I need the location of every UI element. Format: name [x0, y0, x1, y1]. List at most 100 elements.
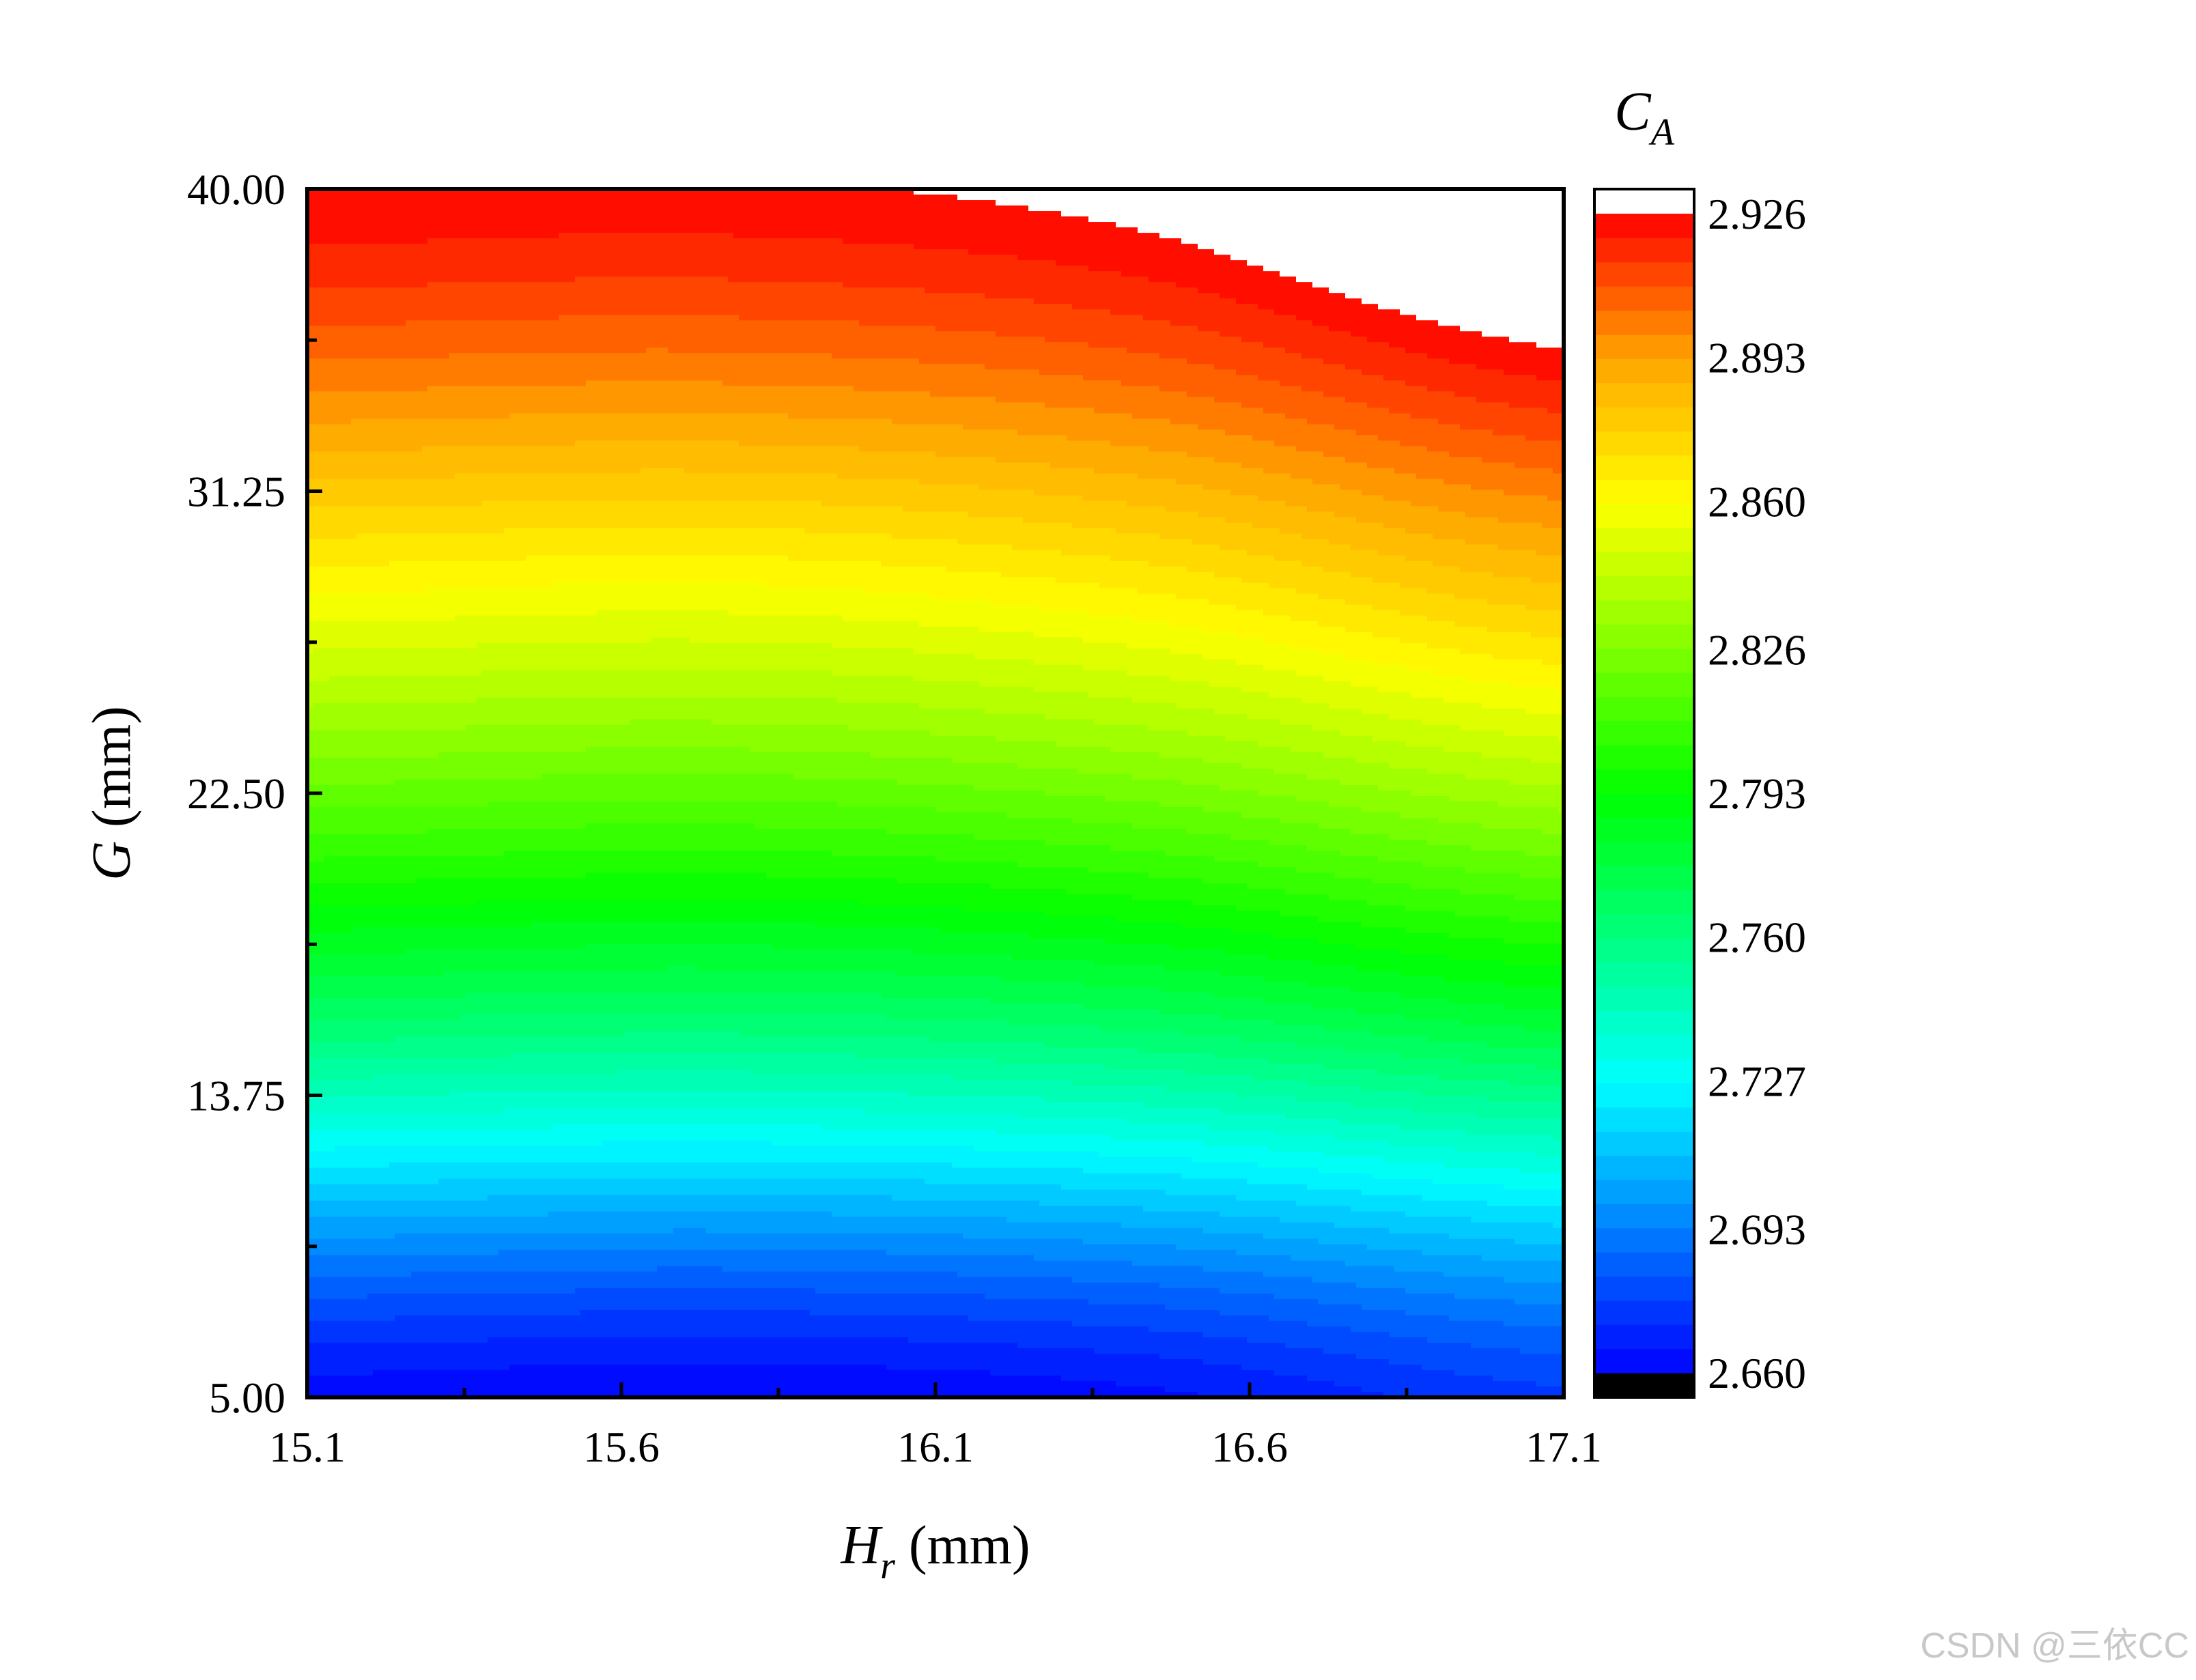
- contour-cell: [1449, 796, 1564, 802]
- contour-cell: [1553, 1222, 1564, 1229]
- contour-cell: [886, 1364, 1242, 1371]
- contour-cell: [1482, 1255, 1564, 1262]
- contour-cell: [1449, 358, 1564, 365]
- contour-cell: [930, 1036, 1242, 1043]
- contour-cell: [1203, 1140, 1390, 1147]
- contour-cell: [1525, 435, 1564, 442]
- contour-cell: [1274, 1369, 1455, 1376]
- contour-cell: [367, 1293, 985, 1300]
- contour-cell: [307, 1053, 510, 1059]
- contour-cell: [1127, 347, 1286, 354]
- contour-cell: [1181, 922, 1362, 928]
- contour-cell: [1241, 812, 1400, 818]
- contour-cell: [1536, 1064, 1564, 1070]
- contour-cell: [307, 834, 974, 840]
- contour-cell: [1094, 960, 1313, 967]
- contour-cell: [395, 1036, 931, 1043]
- contour-cell: [1487, 1096, 1564, 1103]
- contour-cell: [1170, 320, 1313, 327]
- contour-cell: [1345, 397, 1477, 403]
- contour-cell: [739, 440, 1111, 447]
- contour-cell: [422, 446, 860, 453]
- contour-cell: [307, 1151, 1100, 1158]
- contour-cell: [1236, 659, 1373, 666]
- contour-cell: [1138, 473, 1291, 480]
- contour-cell: [957, 195, 1564, 201]
- contour-cell: [1482, 331, 1564, 338]
- contour-cell: [307, 954, 1013, 961]
- contour-cell: [307, 812, 1007, 818]
- contour-cell: [488, 1195, 892, 1201]
- colorbar-tick-label: 2.926: [1708, 190, 1806, 238]
- contour-cell: [1181, 779, 1340, 786]
- contour-cell: [307, 1380, 1116, 1387]
- contour-cell: [1296, 315, 1417, 322]
- contour-cell: [1127, 670, 1297, 677]
- contour-cell: [1307, 773, 1466, 780]
- contour-cell: [307, 200, 996, 206]
- contour-cell: [307, 1145, 335, 1152]
- contour-cell: [395, 1233, 963, 1240]
- contour-cell: [1110, 746, 1291, 753]
- contour-cell: [1367, 1244, 1564, 1251]
- contour-cell: [892, 1195, 1237, 1201]
- contour-cell: [307, 293, 985, 299]
- contour-cell: [307, 757, 953, 764]
- contour-cell: [1274, 768, 1428, 775]
- contour-cell: [1006, 1216, 1280, 1223]
- contour-cell: [1509, 1080, 1564, 1087]
- y-tick-label: 22.50: [187, 769, 285, 818]
- contour-cell: [837, 473, 1138, 480]
- contour-cell: [996, 457, 1215, 464]
- contour-cell: [1471, 484, 1564, 491]
- contour-cell: [1400, 610, 1564, 616]
- contour-cell: [1203, 1227, 1390, 1234]
- contour-cell: [307, 484, 980, 491]
- contour-cell: [1454, 1293, 1564, 1300]
- contour-cell: [952, 1162, 1258, 1169]
- contour-cell: [1088, 867, 1297, 873]
- contour-cell: [1411, 692, 1564, 698]
- contour-cell: [1454, 621, 1564, 627]
- colorbar-level: [1594, 1204, 1694, 1229]
- contour-cell: [1034, 298, 1237, 304]
- contour-cell: [1356, 517, 1499, 524]
- contour-cell: [1312, 724, 1461, 731]
- contour-cell: [307, 1287, 576, 1294]
- contour-cell: [1149, 1326, 1351, 1333]
- contour-cell: [1269, 954, 1450, 961]
- contour-cell: [307, 446, 423, 453]
- contour-cell: [449, 353, 832, 360]
- contour-cell: [307, 1140, 603, 1147]
- contour-cell: [307, 741, 1056, 748]
- contour-cell: [307, 1064, 1106, 1070]
- contour-cell: [586, 823, 756, 829]
- contour-cell: [1504, 960, 1564, 967]
- contour-cell: [1236, 631, 1373, 638]
- contour-cell: [668, 347, 1127, 354]
- contour-cell: [1340, 484, 1472, 491]
- contour-cell: [974, 1145, 1269, 1152]
- contour-cell: [1367, 337, 1510, 343]
- contour-cell: [651, 637, 690, 644]
- colorbar-level: [1594, 962, 1694, 987]
- contour-cell: [886, 829, 1187, 835]
- contour-cell: [1291, 615, 1428, 622]
- contour-cell: [1192, 539, 1329, 545]
- contour-cell: [307, 1260, 1133, 1267]
- contour-cell: [1509, 337, 1564, 343]
- contour-cell: [1296, 1042, 1488, 1049]
- contour-cell: [307, 238, 428, 244]
- y-tick-label: 5.00: [209, 1373, 285, 1422]
- contour-cell: [1454, 1369, 1564, 1376]
- contour-cell: [1203, 757, 1357, 764]
- contour-cell: [1301, 697, 1444, 704]
- contour-cell: [307, 462, 1051, 469]
- colorbar-level: [1594, 407, 1694, 431]
- colorbar-level: [1594, 745, 1694, 770]
- contour-cell: [1263, 976, 1444, 983]
- contour-cell: [1187, 358, 1324, 365]
- contour-cell: [1099, 1025, 1324, 1032]
- contour-cell: [640, 468, 685, 474]
